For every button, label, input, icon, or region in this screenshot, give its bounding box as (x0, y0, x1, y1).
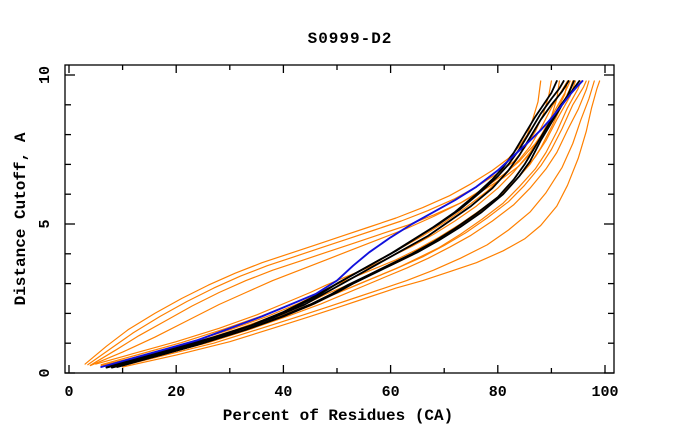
x-tick-label: 20 (167, 384, 185, 401)
x-tick-label: 0 (64, 384, 73, 401)
curves (84, 80, 601, 369)
curve-orange-2 (105, 80, 574, 367)
chart-title: S0999-D2 (308, 30, 393, 48)
plot-box (64, 64, 615, 374)
curve-blue-1 (100, 80, 584, 368)
curve-black-1 (105, 80, 558, 368)
curve-orange-5 (121, 80, 601, 368)
curve-black-3 (105, 80, 570, 369)
curve-orange-4 (116, 80, 595, 368)
curve-orange-6 (95, 80, 571, 365)
curve-orange-outlier-1 (84, 80, 542, 365)
curve-black-4 (111, 80, 575, 369)
curve-black-5 (116, 80, 581, 368)
y-axis-label: Distance Cutoff, A (12, 132, 30, 305)
curve-orange-7 (100, 80, 577, 366)
y-tick-label: 10 (37, 66, 54, 84)
x-tick-label: 100 (591, 384, 618, 401)
y-tick-label: 5 (37, 219, 54, 228)
curve-orange-1 (100, 80, 569, 367)
curve-orange-8 (105, 80, 587, 367)
curve-orange-9 (111, 80, 590, 367)
x-tick-label: 40 (274, 384, 292, 401)
curve-orange-outlier-2 (87, 80, 553, 366)
axes: 0 20 40 60 80 100 0 5 10 (37, 64, 619, 401)
x-axis-label: Percent of Residues (CA) (223, 407, 453, 425)
x-tick-label: 60 (382, 384, 400, 401)
y-tick-label: 0 (37, 368, 54, 377)
curve-orange-3 (111, 80, 582, 368)
x-tick-label: 80 (489, 384, 507, 401)
